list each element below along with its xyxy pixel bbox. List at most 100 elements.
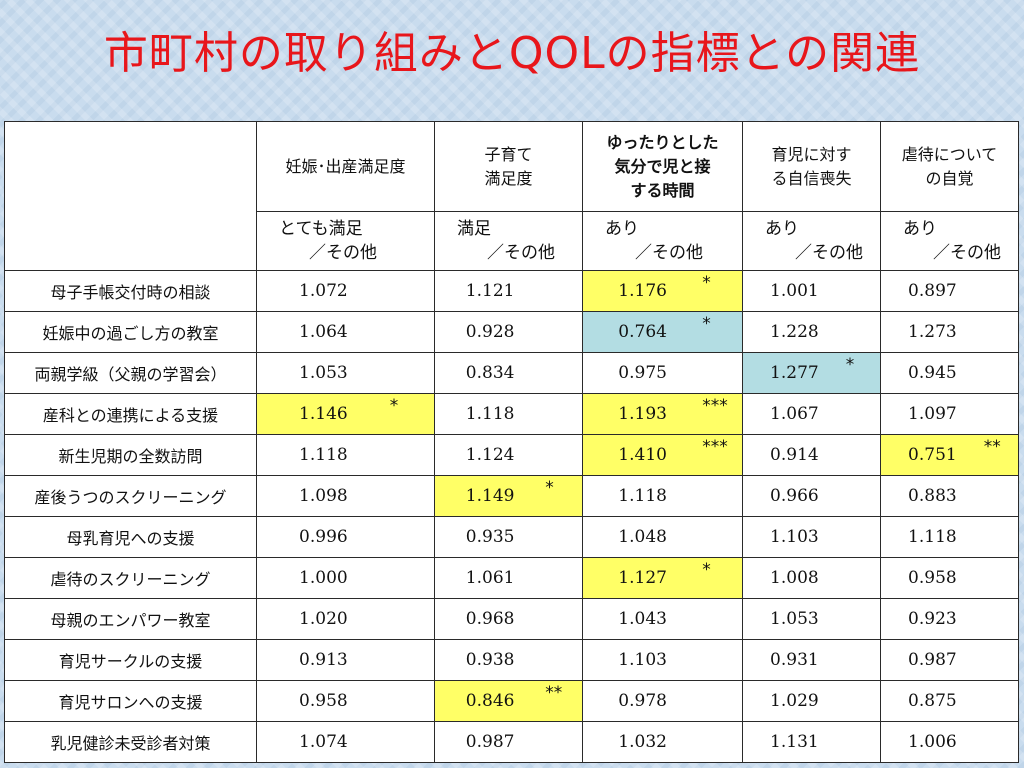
odds-ratio-value: 0.938 bbox=[465, 650, 515, 670]
odds-ratio-value: 0.751 bbox=[908, 445, 957, 465]
column-subheader-line: あり bbox=[605, 219, 639, 239]
odds-ratio-value: 1.020 bbox=[299, 609, 348, 629]
table-row: 母親のエンパワー教室 1.020 0.968 1.043 1.053 0.923 bbox=[4, 598, 1019, 640]
row-label: 母子手帳交付時の相談 bbox=[4, 270, 257, 312]
table-row: 新生児期の全数訪問 1.118 1.124 1.410 *** 0.914 0.751 ** bbox=[4, 434, 1019, 476]
odds-ratio-value: 1.273 bbox=[908, 322, 957, 342]
value-cell: 1.103 bbox=[742, 516, 881, 558]
value-cell: 0.931 bbox=[742, 639, 881, 681]
value-cell: 1.118 bbox=[582, 475, 743, 517]
value-cell: 1.124 bbox=[434, 434, 583, 476]
odds-ratio-value: 1.000 bbox=[299, 568, 348, 588]
corner-cell bbox=[4, 121, 257, 271]
value-cell: 1.118 bbox=[256, 434, 435, 476]
odds-ratio-value: 1.074 bbox=[299, 732, 348, 752]
column-header-line: 子育て bbox=[484, 144, 533, 164]
odds-ratio-value: 1.067 bbox=[770, 404, 819, 424]
column-header: 虐待について の自覚 bbox=[880, 121, 1019, 212]
value-cell: 1.118 bbox=[434, 393, 583, 435]
value-cell: 0.978 bbox=[582, 680, 743, 722]
value-cell: 0.923 bbox=[880, 598, 1019, 640]
odds-ratio-value: 0.987 bbox=[465, 732, 515, 752]
column-header-line: ゆったりとした bbox=[606, 132, 719, 152]
column-header-line: の自覚 bbox=[925, 168, 974, 188]
odds-ratio-value: 0.875 bbox=[908, 691, 957, 711]
value-cell: 1.228 bbox=[742, 311, 881, 353]
value-cell: 0.764 * bbox=[582, 311, 743, 353]
value-cell: 0.968 bbox=[434, 598, 583, 640]
odds-ratio-value: 0.928 bbox=[465, 322, 515, 342]
table-row: 虐待のスクリーニング 1.000 1.061 1.127 * 1.008 0.958 bbox=[4, 557, 1019, 599]
row-label: 産後うつのスクリーニング bbox=[4, 475, 257, 517]
odds-ratio-value: 0.996 bbox=[299, 527, 348, 547]
value-cell: 1.103 bbox=[582, 639, 743, 681]
value-cell: 0.883 bbox=[880, 475, 1019, 517]
odds-ratio-value: 0.958 bbox=[299, 691, 348, 711]
row-label: 母乳育児への支援 bbox=[4, 516, 257, 558]
significance-mark: * bbox=[545, 478, 554, 498]
value-cell: 1.277 * bbox=[742, 352, 881, 394]
odds-ratio-value: 1.006 bbox=[908, 732, 957, 752]
column-subheader-line: ／その他 bbox=[635, 243, 703, 263]
value-cell: 1.146 * bbox=[256, 393, 435, 435]
value-cell: 1.410 *** bbox=[582, 434, 743, 476]
odds-ratio-value: 1.118 bbox=[299, 445, 348, 465]
value-cell: 1.043 bbox=[582, 598, 743, 640]
column-subheader-line: ／その他 bbox=[309, 243, 377, 263]
value-cell: 0.897 bbox=[880, 270, 1019, 312]
table-row: 産後うつのスクリーニング 1.098 1.149 * 1.118 0.966 0.883 bbox=[4, 475, 1019, 517]
value-cell: 1.053 bbox=[256, 352, 435, 394]
column-header-line: 満足度 bbox=[484, 168, 533, 188]
significance-mark: * bbox=[702, 273, 711, 293]
column-subheader-line: あり bbox=[765, 219, 799, 239]
value-cell: 1.000 bbox=[256, 557, 435, 599]
value-cell: 1.193 *** bbox=[582, 393, 743, 435]
value-cell: 0.913 bbox=[256, 639, 435, 681]
odds-ratio-value: 1.121 bbox=[465, 281, 515, 301]
column-subheader-line: ／その他 bbox=[933, 243, 1001, 263]
odds-ratio-value: 0.846 bbox=[465, 691, 515, 711]
value-cell: 1.006 bbox=[880, 721, 1019, 763]
odds-ratio-value: 1.410 bbox=[618, 445, 667, 465]
odds-ratio-value: 1.053 bbox=[770, 609, 819, 629]
odds-ratio-value: 1.103 bbox=[770, 527, 819, 547]
odds-ratio-value: 1.043 bbox=[618, 609, 667, 629]
value-cell: 0.958 bbox=[880, 557, 1019, 599]
value-cell: 0.966 bbox=[742, 475, 881, 517]
table-row: 妊娠中の過ごし方の教室 1.064 0.928 0.764 * 1.228 1.273 bbox=[4, 311, 1019, 353]
value-cell: 0.975 bbox=[582, 352, 743, 394]
odds-ratio-value: 1.097 bbox=[908, 404, 957, 424]
value-cell: 0.751 ** bbox=[880, 434, 1019, 476]
odds-ratio-value: 1.124 bbox=[465, 445, 515, 465]
odds-ratio-value: 0.834 bbox=[465, 363, 515, 383]
row-label: 産科との連携による支援 bbox=[4, 393, 257, 435]
value-cell: 1.273 bbox=[880, 311, 1019, 353]
value-cell: 0.928 bbox=[434, 311, 583, 353]
column-subheader-line: あり bbox=[903, 219, 937, 239]
column-header-line: 育児に対す bbox=[771, 144, 852, 164]
significance-mark: *** bbox=[702, 396, 728, 416]
odds-ratio-value: 0.931 bbox=[770, 650, 819, 670]
column-subheader: とても満足 ／その他 bbox=[256, 211, 435, 271]
column-header-line: る自信喪失 bbox=[771, 168, 852, 188]
row-label: 虐待のスクリーニング bbox=[4, 557, 257, 599]
value-cell: 1.029 bbox=[742, 680, 881, 722]
column-header: 子育て 満足度 bbox=[434, 121, 583, 212]
odds-ratio-value: 1.032 bbox=[618, 732, 667, 752]
column-subheader: あり ／その他 bbox=[880, 211, 1019, 271]
odds-ratio-value: 0.987 bbox=[908, 650, 957, 670]
table-row: 産科との連携による支援 1.146 * 1.118 1.193 *** 1.067 1.097 bbox=[4, 393, 1019, 435]
value-cell: 1.072 bbox=[256, 270, 435, 312]
column-subheader-line: とても満足 bbox=[279, 219, 363, 239]
value-cell: 1.074 bbox=[256, 721, 435, 763]
column-subheader-line: ／その他 bbox=[795, 243, 863, 263]
value-cell: 1.118 bbox=[880, 516, 1019, 558]
odds-ratio-value: 1.103 bbox=[618, 650, 667, 670]
significance-mark: * bbox=[702, 314, 711, 334]
odds-ratio-value: 0.975 bbox=[618, 363, 667, 383]
column-header: ゆったりとした 気分で児と接 する時間 bbox=[582, 121, 743, 212]
column-subheader-line: ／その他 bbox=[487, 243, 555, 263]
row-label: 育児サロンへの支援 bbox=[4, 680, 257, 722]
significance-mark: * bbox=[389, 396, 399, 416]
table-row: 両親学級（父親の学習会） 1.053 0.834 0.975 1.277 * 0.945 bbox=[4, 352, 1019, 394]
